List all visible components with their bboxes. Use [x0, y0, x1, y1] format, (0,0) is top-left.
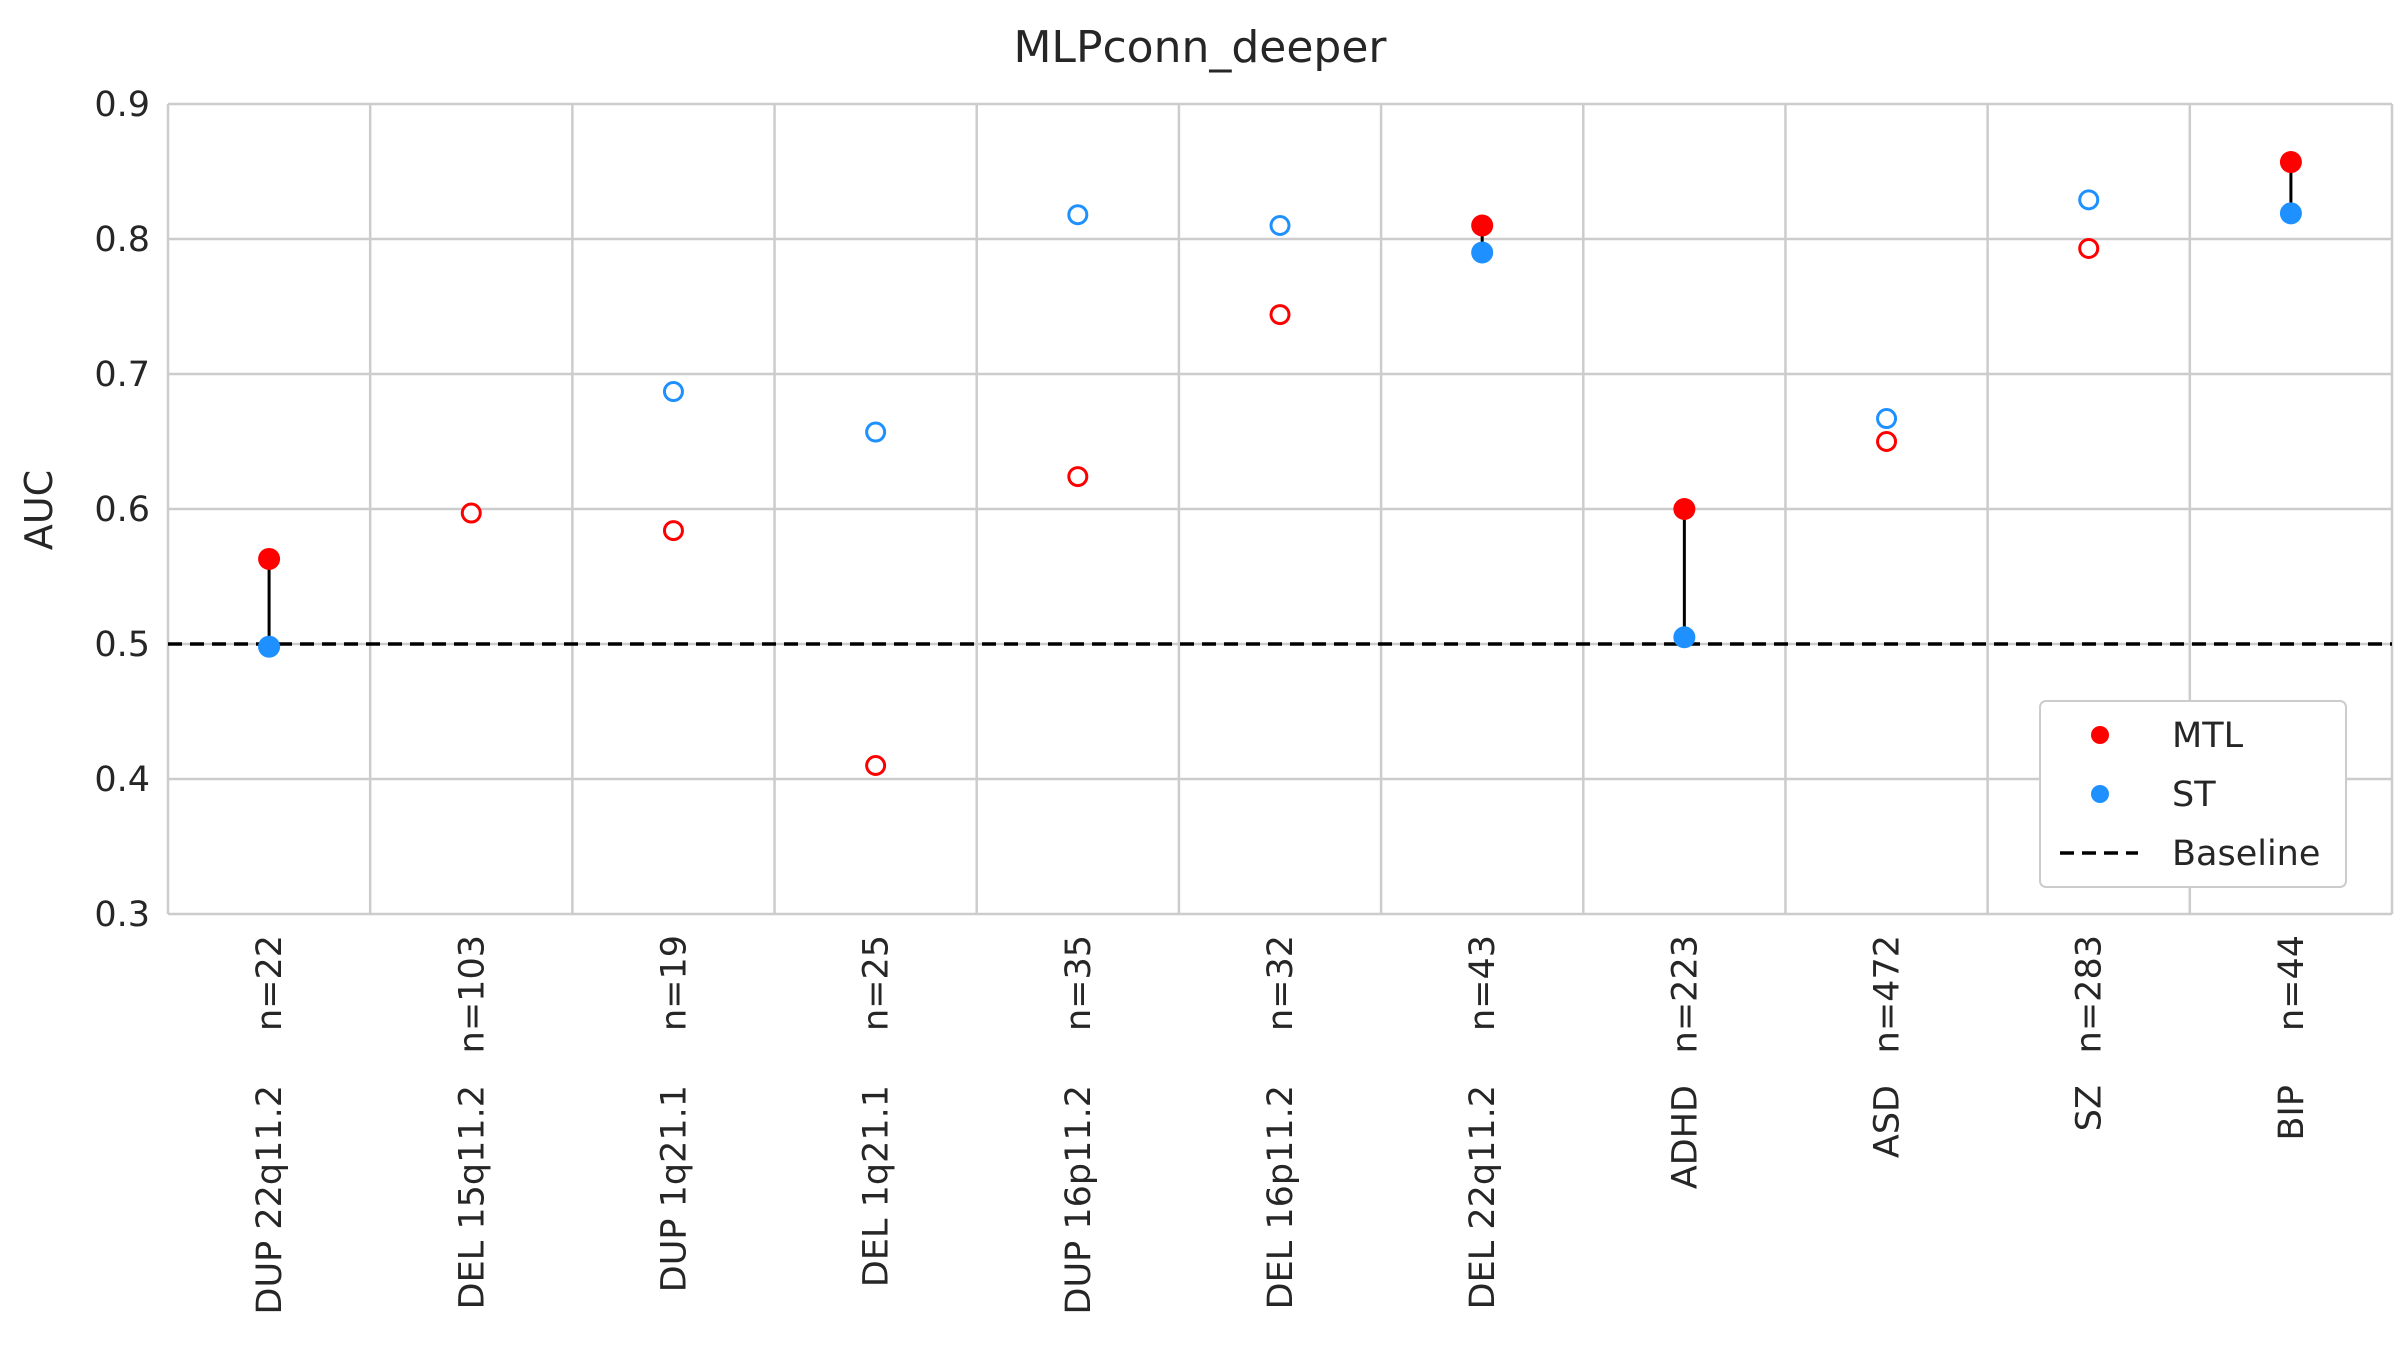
points: [258, 151, 2302, 776]
y-tick-label: 0.5: [94, 625, 150, 665]
mtl-point: [662, 520, 684, 542]
legend-mtl-marker: [2091, 726, 2109, 744]
category-label: DUP 22q11.2: [250, 1085, 290, 1314]
sample-size-label: n=44: [2272, 935, 2312, 1031]
category-label: DEL 22q11.2: [1463, 1085, 1503, 1309]
y-tick-label: 0.8: [94, 220, 150, 260]
st-point: [1067, 204, 1089, 226]
category-label: DEL 1q21.1: [857, 1085, 897, 1287]
mtl-point: [460, 502, 482, 524]
sample-size-label: n=223: [1665, 935, 1705, 1053]
category-label: ASD: [1868, 1085, 1908, 1158]
sample-size-label: n=25: [857, 935, 897, 1031]
sample-size-label: n=22: [250, 935, 290, 1031]
legend-box: [2039, 700, 2347, 888]
sample-size-label: n=19: [654, 935, 694, 1031]
y-ticks: 0.3 0.4 0.5 0.6 0.7 0.8 0.9: [94, 85, 150, 935]
y-axis-label: AUC: [17, 470, 61, 550]
st-point: [258, 635, 281, 658]
category-label: ADHD: [1665, 1085, 1705, 1189]
sample-size-label: n=35: [1059, 935, 1099, 1031]
st-point: [1471, 241, 1494, 264]
st-point: [2279, 202, 2302, 225]
mtl-point: [258, 547, 281, 570]
legend: MTL ST Baseline: [2039, 700, 2347, 888]
mtl-point: [1471, 214, 1494, 237]
sample-size-label: n=32: [1261, 935, 1301, 1031]
sample-size-label: n=472: [1868, 935, 1908, 1053]
mtl-point: [2078, 237, 2100, 259]
category-labels: n=22 DUP 22q11.2 n=103 DEL 15q11.2 n=19 DUP 1…: [250, 935, 2312, 1314]
legend-mtl-label: MTL: [2172, 716, 2244, 756]
mtl-point: [865, 755, 887, 776]
category-label: DUP 1q21.1: [654, 1085, 694, 1292]
legend-baseline-label: Baseline: [2172, 834, 2320, 874]
category-label: DUP 16p11.2: [1059, 1085, 1099, 1314]
mtl-point: [2279, 151, 2302, 174]
y-tick-label: 0.7: [94, 355, 150, 395]
y-tick-label: 0.6: [94, 490, 150, 530]
st-point: [865, 421, 887, 443]
category-label: SZ: [2070, 1085, 2110, 1131]
chart-title: MLPconn_deeper: [1013, 22, 1387, 73]
mtl-point: [1876, 431, 1898, 452]
category-label: DEL 16p11.2: [1261, 1085, 1301, 1309]
category-label: BIP: [2272, 1085, 2312, 1140]
sample-size-label: n=103: [452, 935, 492, 1053]
legend-st-label: ST: [2172, 775, 2216, 815]
y-tick-label: 0.4: [94, 760, 150, 800]
y-tick-label: 0.9: [94, 85, 150, 125]
grid: [166, 102, 2394, 916]
sample-size-label: n=43: [1463, 935, 1503, 1031]
y-tick-label: 0.3: [94, 895, 150, 935]
st-point: [1673, 626, 1696, 649]
mtl-point: [1673, 498, 1696, 520]
st-point: [662, 381, 684, 403]
mtl-point: [1269, 304, 1291, 326]
category-label: DEL 15q11.2: [452, 1085, 492, 1309]
legend-st-marker: [2091, 785, 2109, 803]
mtl-point: [1067, 466, 1089, 488]
sample-size-label: n=283: [2070, 935, 2110, 1053]
st-point: [1269, 215, 1291, 236]
st-point: [1876, 408, 1898, 430]
st-point: [2078, 189, 2100, 211]
